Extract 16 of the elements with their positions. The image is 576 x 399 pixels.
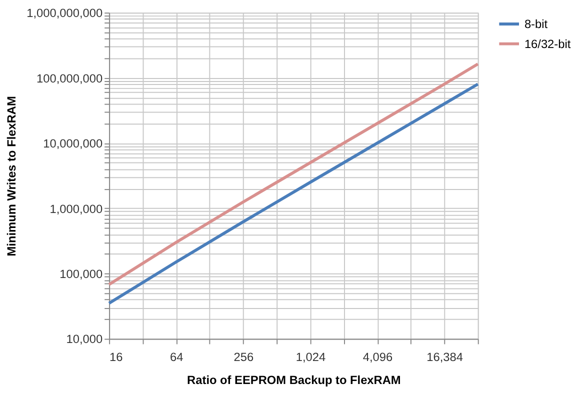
y-tick-label: 10,000 [66,332,103,346]
y-tick-label: 100,000,000 [36,71,103,86]
y-axis-title: Minimum Writes to FlexRAM [4,96,19,256]
x-tick-label: 4,096 [362,350,394,364]
x-tick-label: 16,384 [426,350,464,364]
x-tick-label: 64 [170,350,184,364]
y-tick-label: 10,000,000 [43,136,103,151]
legend-label: 8-bit [524,16,548,31]
y-tick-label: 100,000 [60,266,103,281]
x-axis-title: Ratio of EEPROM Backup to FlexRAM [187,372,401,387]
legend-label: 16/32-bit [524,36,572,51]
y-tick-label: 1,000,000,000 [26,6,103,20]
x-tick-label: 1,024 [296,350,326,364]
y-tick-label: 1,000,000 [50,202,103,216]
x-tick-label: 256 [234,350,254,364]
x-tick-label: 16 [110,350,124,364]
